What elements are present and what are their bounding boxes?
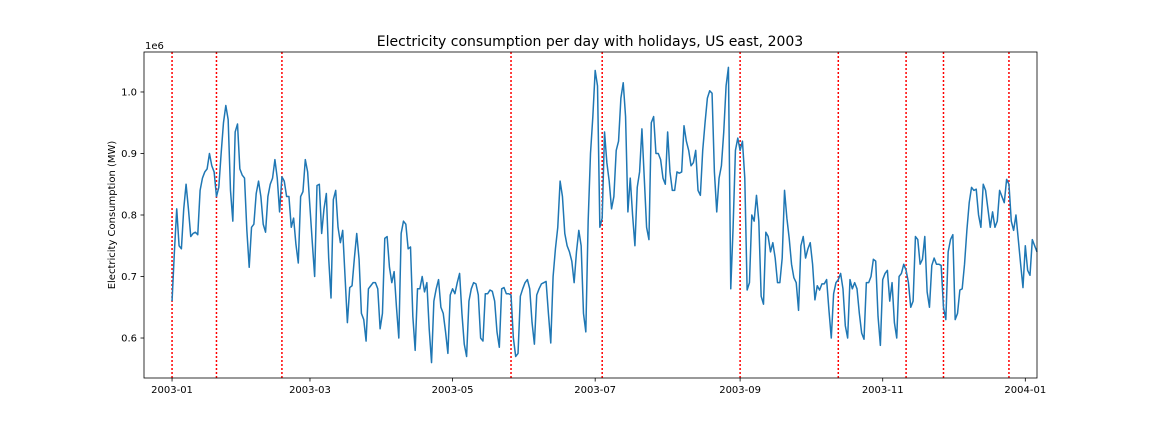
plot-frame <box>143 51 1038 379</box>
series-layer <box>171 66 1038 364</box>
x-tick-label: 2003-07 <box>574 385 616 396</box>
x-tick-label: 2003-11 <box>862 385 904 396</box>
x-tick-label: 2003-01 <box>151 385 193 396</box>
y-tick-label: 0.6 <box>121 334 137 345</box>
x-tick-label: 2004-01 <box>1004 385 1046 396</box>
x-tick-label: 2003-05 <box>432 385 474 396</box>
y-tick-label: 1.0 <box>121 87 137 98</box>
y-tick-label: 0.7 <box>121 272 137 283</box>
y-axis-label: Electricity Consumption (MW) <box>107 141 118 290</box>
y-axis-offset-label: 1e6 <box>145 41 164 52</box>
y-tick-label: 0.9 <box>121 149 137 160</box>
axes: 2003-01 2003-03 2003-05 2003-07 2003-09 2003-… <box>121 51 1046 396</box>
series-line <box>171 66 1038 364</box>
chart-title: Electricity consumption per day with hol… <box>377 34 803 50</box>
x-tick-label: 2003-09 <box>719 385 761 396</box>
holiday-lines <box>171 52 1010 378</box>
y-tick-label: 0.8 <box>121 211 137 222</box>
x-tick-label: 2003-03 <box>289 385 331 396</box>
